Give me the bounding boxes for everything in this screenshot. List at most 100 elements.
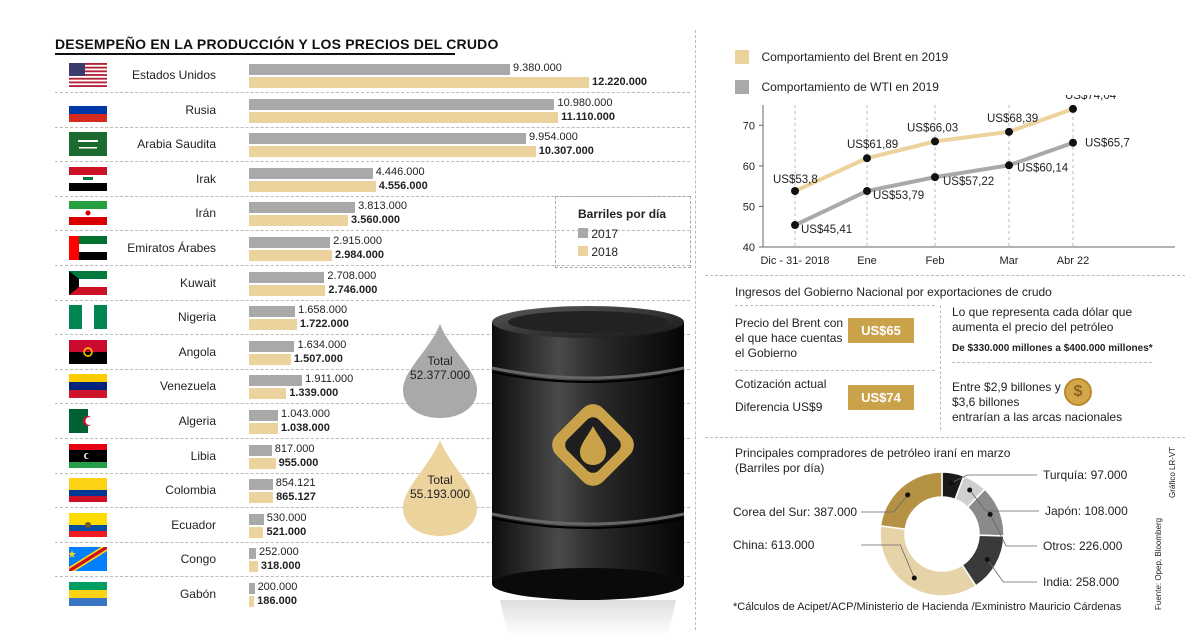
footnote: *Cálculos de Acipet/ACP/Ministerio de Ha… xyxy=(733,601,1122,613)
wti-line xyxy=(794,140,1074,227)
donut-label: India: 258.000 xyxy=(1043,575,1119,589)
cotizacion-value: US$74 xyxy=(848,385,914,410)
bar-2018 xyxy=(249,596,255,607)
flag-icon xyxy=(69,339,107,364)
value-label-2017: 10.980.000 xyxy=(557,96,613,109)
country-label: Gabón xyxy=(179,587,216,601)
bar-2017 xyxy=(249,167,373,179)
value-label-2017: 1.043.000 xyxy=(281,408,330,420)
row-divider xyxy=(55,438,690,439)
brent-point-label: US$61,89 xyxy=(847,139,898,151)
row-divider xyxy=(55,299,690,301)
ingresos-rule-a xyxy=(735,305,935,306)
donut-label: China: 613.000 xyxy=(733,538,815,552)
leader-dot xyxy=(984,556,990,562)
x-tick-label: Dic - 31- 2018 xyxy=(760,255,829,267)
wti-swatch xyxy=(735,79,749,94)
row-divider xyxy=(55,195,690,197)
flag-icon xyxy=(69,478,107,503)
wti-point-label: US$45,41 xyxy=(801,224,852,236)
total-2017-value: 52.377.000 xyxy=(409,368,471,382)
brent-point xyxy=(863,154,871,163)
brent-legend-label: Comportamiento del Brent en 2019 xyxy=(761,49,949,64)
row-divider xyxy=(55,368,690,370)
bar-2017 xyxy=(249,410,279,421)
x-tick-label: Mar xyxy=(1000,255,1019,267)
donut-subtitle: (Barriles por día) xyxy=(735,461,825,475)
brent-legend: Comportamiento del Brent en 2019 xyxy=(735,48,948,66)
flag-icon xyxy=(69,201,107,226)
wti-legend-label: Comportamiento de WTI en 2019 xyxy=(761,79,939,94)
country-label: Libia xyxy=(190,448,216,463)
wti-point-label: US$65,7 xyxy=(1085,138,1130,150)
brent-point-label: US$66,03 xyxy=(907,122,958,134)
flag-icon xyxy=(69,443,107,468)
bar-2017 xyxy=(249,271,325,283)
country-label: Rusia xyxy=(185,102,216,117)
x-tick-label: Abr 22 xyxy=(1057,255,1089,267)
bar-2018 xyxy=(249,457,276,469)
bar-2017 xyxy=(249,513,264,525)
donut-label: Corea del Sur: 387.000 xyxy=(733,505,857,519)
country-label: Kuwait xyxy=(179,275,216,290)
bar-2017 xyxy=(249,340,295,352)
value-label-2018: 186.000 xyxy=(257,595,297,607)
value-label-2017: 1.634.000 xyxy=(297,338,347,351)
page-title: DESEMPEÑO EN LA PRODUCCIÓN Y LOS PRECIOS… xyxy=(55,36,499,52)
donut-label: Otros: 226.000 xyxy=(1043,539,1123,553)
row-divider xyxy=(55,541,690,543)
oil-barrel-icon xyxy=(491,306,685,636)
country-label: Congo xyxy=(180,552,216,567)
country-label: Ecuador xyxy=(171,517,216,532)
value-label-2017: 2.708.000 xyxy=(327,269,377,282)
value-label-2018: 1.339.000 xyxy=(289,387,339,400)
source-note: Fuente: Opep, Bloomberg xyxy=(1154,517,1163,610)
value-label-2018: 521.000 xyxy=(266,525,307,538)
brent-point-label: US$68,39 xyxy=(987,113,1038,125)
value-label-2017: 4.446.000 xyxy=(375,165,425,178)
value-label-2018: 1.038.000 xyxy=(280,422,330,434)
row-divider xyxy=(55,403,690,405)
flag-icon xyxy=(69,166,107,191)
divider-vertical xyxy=(695,30,696,630)
leader-dot xyxy=(948,480,954,486)
entrarian-text: entrarían a las arcas nacionales xyxy=(952,410,1123,424)
value-label-2018: 3.560.000 xyxy=(351,214,400,227)
row-divider xyxy=(55,92,690,93)
entre-text: Entre $2,9 billones y $3,6 billones xyxy=(952,380,1061,409)
bar-2017 xyxy=(249,98,555,110)
row-divider xyxy=(55,265,690,266)
legend-swatch-2017 xyxy=(578,228,588,238)
wti-point xyxy=(931,173,939,182)
brent-swatch xyxy=(735,49,749,64)
value-label-2017: 252.000 xyxy=(259,546,299,559)
bar-2017 xyxy=(249,548,256,560)
total-2018-value: 55.193.000 xyxy=(409,487,471,501)
bar-2018 xyxy=(249,77,589,88)
total-2017-label: Total xyxy=(427,354,453,368)
legend-swatch-2018 xyxy=(578,246,588,256)
flag-icon xyxy=(69,132,107,157)
leader-dot xyxy=(987,511,993,517)
value-label-2017: 817.000 xyxy=(274,442,315,455)
country-label: Algeria xyxy=(178,414,216,428)
legend-2018: 2018 xyxy=(578,245,618,259)
iran-buyers-donut: Turquía: 97.000 Japón: 108.000 Otros: 226.… xyxy=(733,468,1128,597)
bar-2018 xyxy=(249,388,287,400)
flag-icon xyxy=(69,97,107,122)
bar-2018 xyxy=(249,319,297,331)
value-label-2018: 11.110.000 xyxy=(561,110,615,123)
title-rule xyxy=(55,53,455,55)
bar-2017 xyxy=(249,375,303,387)
bar-2018 xyxy=(249,561,258,573)
bar-2018 xyxy=(249,111,559,123)
row-divider xyxy=(55,126,690,128)
y-tick-label: 60 xyxy=(743,161,755,173)
total-2017: Total 52.377.000 xyxy=(395,354,485,382)
flag-icon xyxy=(69,374,107,399)
value-label-2018: 955.000 xyxy=(278,456,319,469)
value-label-2017: 9.954.000 xyxy=(528,131,578,144)
total-2018: Total 55.193.000 xyxy=(395,473,485,501)
value-label-2018: 4.556.000 xyxy=(378,179,428,192)
legend-label-2018: 2018 xyxy=(591,245,619,259)
